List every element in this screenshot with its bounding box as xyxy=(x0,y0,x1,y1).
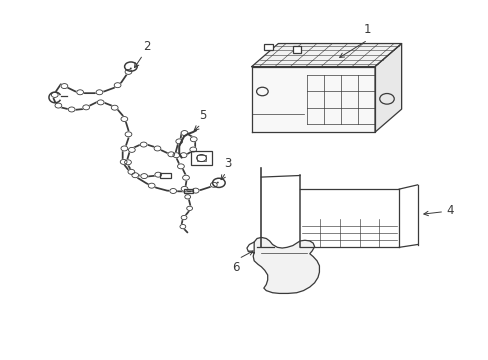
Circle shape xyxy=(210,182,217,187)
Circle shape xyxy=(77,90,83,95)
Circle shape xyxy=(97,100,104,105)
Text: 3: 3 xyxy=(224,157,231,170)
Circle shape xyxy=(176,139,182,144)
Circle shape xyxy=(121,117,127,122)
Circle shape xyxy=(124,160,131,165)
Circle shape xyxy=(180,225,185,229)
Circle shape xyxy=(140,142,147,147)
Text: 4: 4 xyxy=(446,204,453,217)
Polygon shape xyxy=(374,44,401,132)
Circle shape xyxy=(68,107,75,112)
Circle shape xyxy=(177,164,184,169)
Bar xyxy=(191,151,211,165)
Text: 1: 1 xyxy=(363,23,371,36)
Text: 5: 5 xyxy=(198,109,206,122)
Circle shape xyxy=(181,131,187,135)
Polygon shape xyxy=(253,238,319,293)
Circle shape xyxy=(155,172,161,177)
Circle shape xyxy=(192,188,199,193)
Circle shape xyxy=(186,206,192,211)
Circle shape xyxy=(120,159,127,165)
Polygon shape xyxy=(251,67,374,132)
Circle shape xyxy=(111,105,118,110)
Circle shape xyxy=(148,183,155,188)
Circle shape xyxy=(184,195,190,199)
Bar xyxy=(183,189,192,193)
Circle shape xyxy=(82,105,89,110)
Circle shape xyxy=(173,153,180,158)
Circle shape xyxy=(181,186,187,192)
Circle shape xyxy=(154,146,161,151)
Circle shape xyxy=(61,84,68,89)
Circle shape xyxy=(169,189,176,193)
Circle shape xyxy=(114,83,121,88)
Circle shape xyxy=(132,173,138,178)
Circle shape xyxy=(55,103,61,108)
Circle shape xyxy=(51,93,58,98)
Bar xyxy=(197,155,205,161)
Circle shape xyxy=(96,90,102,95)
Circle shape xyxy=(181,215,186,220)
Circle shape xyxy=(180,153,186,158)
Circle shape xyxy=(189,147,196,152)
Bar xyxy=(264,44,272,50)
Polygon shape xyxy=(251,44,401,67)
Text: 2: 2 xyxy=(143,40,150,53)
Circle shape xyxy=(128,169,135,174)
Text: 6: 6 xyxy=(232,261,240,274)
Circle shape xyxy=(125,132,132,137)
Circle shape xyxy=(121,146,127,151)
Circle shape xyxy=(167,152,174,157)
Circle shape xyxy=(128,147,135,152)
Circle shape xyxy=(182,175,189,180)
Circle shape xyxy=(125,69,132,75)
Bar xyxy=(160,172,170,178)
Circle shape xyxy=(190,137,197,142)
Bar xyxy=(292,46,300,53)
Circle shape xyxy=(141,174,147,179)
